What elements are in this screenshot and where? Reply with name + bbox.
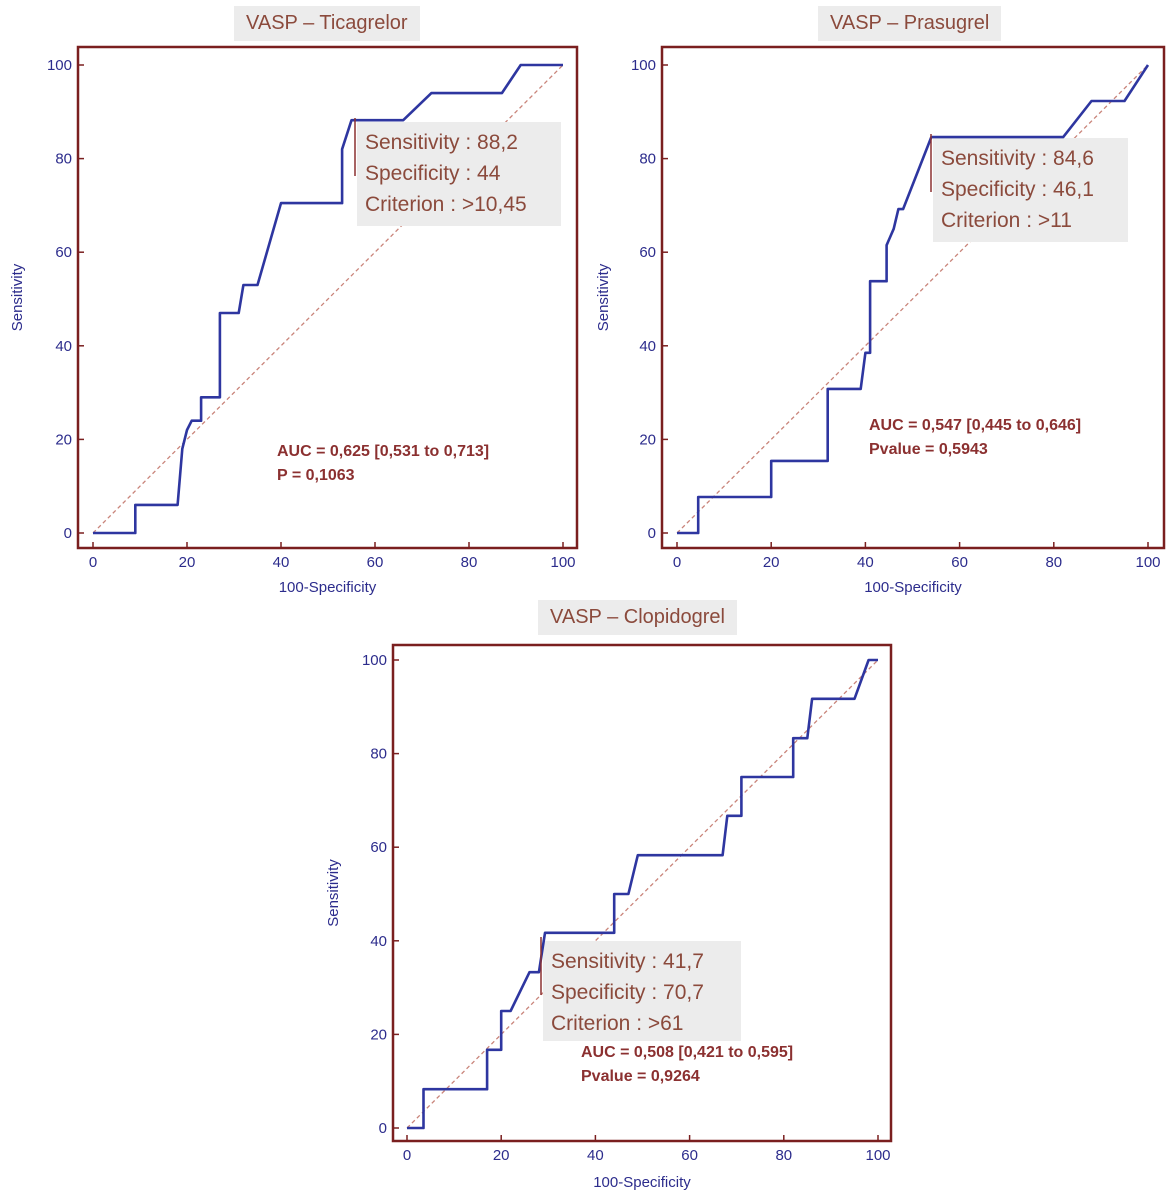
chart-title: VASP – Prasugrel bbox=[818, 6, 1002, 41]
criterion-text: Criterion : >61 bbox=[551, 1012, 683, 1035]
roc-chart-clopidogrel: 0 20 40 60 80 100 0 20 40 60 80 100 100-Specificity S… bbox=[325, 643, 893, 1191]
x-tick-label: 0 bbox=[89, 554, 97, 571]
x-tick-label: 100 bbox=[865, 1147, 890, 1164]
y-tick-label: 20 bbox=[639, 431, 656, 448]
x-tick-label: 40 bbox=[587, 1147, 604, 1164]
y-axis-label: Sensitivity bbox=[325, 859, 342, 927]
stat-text: AUC = 0,625 [0,531 to 0,713] bbox=[277, 443, 489, 460]
x-tick-label: 60 bbox=[951, 554, 968, 571]
y-axis-label: Sensitivity bbox=[9, 263, 26, 331]
y-tick-label: 20 bbox=[370, 1026, 387, 1043]
x-tick-label: 0 bbox=[673, 554, 681, 571]
criterion-text: Criterion : >10,45 bbox=[365, 193, 527, 216]
stat-text: Pvalue = 0,5943 bbox=[869, 441, 988, 458]
criterion-box bbox=[543, 941, 741, 1041]
x-tick-label: 80 bbox=[1045, 554, 1062, 571]
x-axis-label: 100-Specificity bbox=[279, 579, 377, 596]
roc-curve bbox=[407, 658, 878, 1130]
roc-curve bbox=[93, 63, 563, 535]
roc-chart-ticagrelor: 0 20 40 60 80 100 0 20 40 60 80 100 100-Specificity S… bbox=[9, 45, 579, 596]
plot-frame bbox=[391, 643, 893, 1143]
y-tick-label: 80 bbox=[370, 746, 387, 763]
criterion-text: Specificity : 70,7 bbox=[551, 981, 704, 1004]
y-tick-label: 0 bbox=[64, 525, 72, 542]
x-axis-label: 100-Specificity bbox=[593, 1174, 691, 1191]
criterion-text: Sensitivity : 84,6 bbox=[941, 147, 1094, 170]
y-tick-label: 100 bbox=[47, 57, 72, 74]
y-tick-label: 60 bbox=[55, 244, 72, 261]
criterion-text: Specificity : 44 bbox=[365, 162, 501, 185]
x-tick-label: 80 bbox=[461, 554, 478, 571]
y-tick-label: 100 bbox=[362, 652, 387, 669]
stat-text: AUC = 0,508 [0,421 to 0,595] bbox=[581, 1044, 793, 1061]
x-tick-label: 100 bbox=[550, 554, 575, 571]
criterion-text: Sensitivity : 88,2 bbox=[365, 131, 518, 154]
y-axis-label: Sensitivity bbox=[595, 263, 612, 331]
x-tick-label: 0 bbox=[403, 1147, 411, 1164]
y-tick-label: 60 bbox=[639, 244, 656, 261]
stat-text: AUC = 0,547 [0,445 to 0,646] bbox=[869, 417, 1081, 434]
plot-frame bbox=[660, 45, 1166, 550]
y-tick-label: 40 bbox=[55, 338, 72, 355]
chart-title: VASP – Clopidogrel bbox=[538, 600, 737, 635]
x-tick-label: 40 bbox=[857, 554, 874, 571]
criterion-text: Sensitivity : 41,7 bbox=[551, 950, 704, 973]
x-tick-label: 100 bbox=[1135, 554, 1160, 571]
y-tick-label: 40 bbox=[639, 338, 656, 355]
x-tick-label: 60 bbox=[367, 554, 384, 571]
chart-title: VASP – Ticagrelor bbox=[234, 6, 420, 41]
roc-curve bbox=[677, 64, 1150, 535]
stat-text: P = 0,1063 bbox=[277, 467, 355, 484]
y-tick-label: 60 bbox=[370, 839, 387, 856]
x-tick-label: 20 bbox=[763, 554, 780, 571]
criterion-box bbox=[357, 122, 561, 226]
criterion-box bbox=[933, 138, 1128, 242]
criterion-text: Criterion : >11 bbox=[941, 209, 1072, 232]
x-tick-label: 20 bbox=[493, 1147, 510, 1164]
y-tick-label: 20 bbox=[55, 431, 72, 448]
y-tick-label: 100 bbox=[631, 57, 656, 74]
x-tick-label: 80 bbox=[775, 1147, 792, 1164]
y-tick-label: 80 bbox=[55, 151, 72, 168]
y-tick-label: 80 bbox=[639, 151, 656, 168]
x-tick-label: 60 bbox=[681, 1147, 698, 1164]
y-tick-label: 40 bbox=[370, 933, 387, 950]
x-tick-label: 40 bbox=[273, 554, 290, 571]
y-tick-label: 0 bbox=[379, 1120, 387, 1137]
roc-chart-prasugrel: 0 20 40 60 80 100 0 20 40 60 80 100 100-Specificity S… bbox=[595, 45, 1166, 596]
x-tick-label: 20 bbox=[179, 554, 196, 571]
y-tick-label: 0 bbox=[648, 525, 656, 542]
stat-text: Pvalue = 0,9264 bbox=[581, 1068, 700, 1085]
reference-diagonal bbox=[92, 64, 564, 534]
x-axis-label: 100-Specificity bbox=[864, 579, 962, 596]
criterion-text: Specificity : 46,1 bbox=[941, 178, 1094, 201]
